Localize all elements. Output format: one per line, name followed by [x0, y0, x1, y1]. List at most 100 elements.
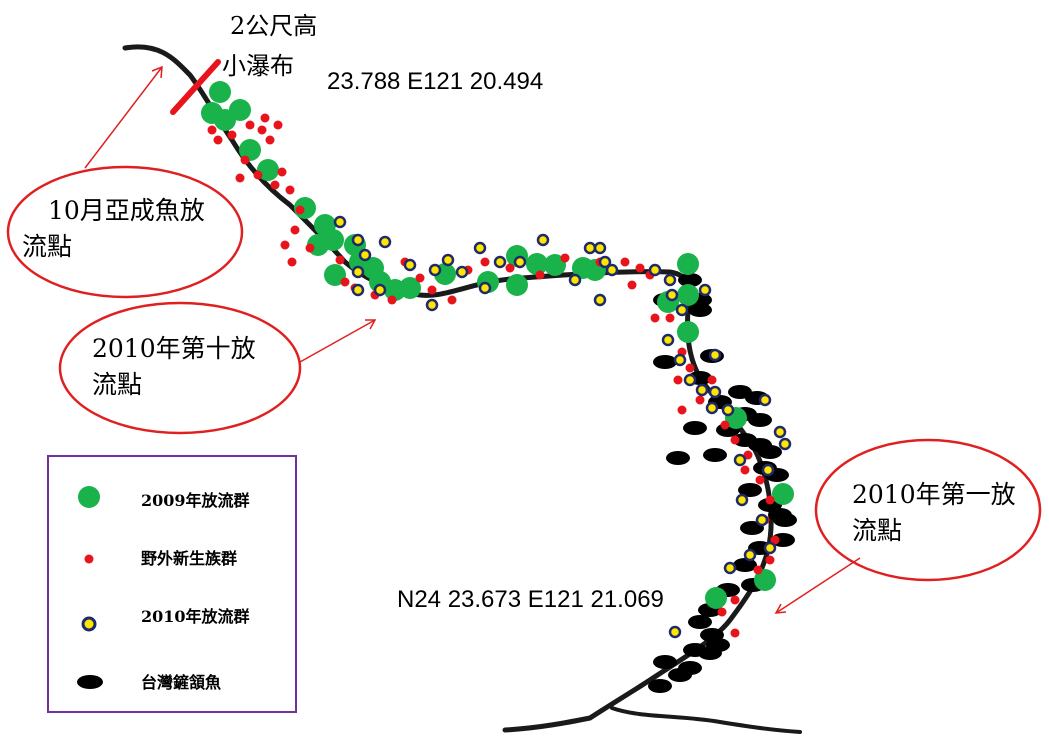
- release-2010-marker: [773, 425, 787, 439]
- waterfall-label-line2: 小瀑布: [222, 52, 294, 80]
- wild-marker: [273, 120, 283, 130]
- wild-marker: [635, 263, 645, 273]
- legend: 2009年放流群 野外新生族群 2010年放流群 台灣鏟頷魚: [47, 455, 297, 713]
- release-2010-marker: [695, 383, 709, 397]
- release-2009-marker: [209, 81, 231, 103]
- release-2010-marker: [605, 263, 619, 277]
- wild-marker: [650, 313, 660, 323]
- release-2009-marker: [229, 99, 251, 121]
- legend-item-2010: 2010年放流群: [49, 593, 295, 633]
- wild-marker: [253, 170, 263, 180]
- release-2009-marker: [754, 569, 776, 591]
- wild-marker: [240, 155, 250, 165]
- release-2010-marker: [735, 493, 749, 507]
- wild-marker: [257, 125, 267, 135]
- carp-marker: [738, 483, 762, 497]
- red-dot-icon: [84, 554, 94, 564]
- wild-marker: [285, 185, 295, 195]
- release-2010-marker: [428, 263, 442, 277]
- carp-marker: [653, 355, 677, 369]
- release-2009-marker: [705, 587, 727, 609]
- coord-label-top: 23.788 E121 20.494: [327, 68, 544, 95]
- release-2010-marker: [373, 283, 387, 297]
- legend-label-wild: 野外新生族群: [141, 549, 238, 568]
- callout-ellipse-3: [814, 438, 1042, 582]
- release-2010-marker: [668, 625, 682, 639]
- release-2010-marker: [705, 401, 719, 415]
- release-2010-marker: [761, 463, 775, 477]
- carp-marker: [688, 303, 712, 317]
- wild-marker: [740, 465, 750, 475]
- wild-marker: [207, 125, 217, 135]
- release-2010-marker: [733, 453, 747, 467]
- carp-marker: [678, 273, 702, 287]
- release-2009-marker: [677, 253, 699, 275]
- wild-marker: [340, 277, 350, 287]
- wild-marker: [620, 257, 630, 267]
- wild-marker: [305, 243, 315, 253]
- wild-marker: [427, 285, 437, 295]
- release-2010-marker: [358, 248, 372, 262]
- release-2010-marker: [333, 215, 347, 229]
- release-2009-marker: [257, 159, 279, 181]
- wild-marker: [535, 270, 545, 280]
- callout-2-line2: 流點: [92, 370, 143, 399]
- release-2009-marker: [322, 229, 344, 251]
- wild-marker: [505, 263, 515, 273]
- release-2010-marker: [583, 241, 597, 255]
- callout-label-3: 2010年第一放 流點: [852, 477, 1016, 549]
- release-2010-marker: [708, 348, 722, 362]
- callout-3-line1: 2010年第一放: [852, 480, 1016, 509]
- release-2010-marker: [593, 241, 607, 255]
- coord-label-bottom: N24 23.673 E121 21.069: [397, 586, 664, 613]
- release-2010-marker: [758, 393, 772, 407]
- release-2010-marker: [763, 541, 777, 555]
- release-2010-marker: [593, 293, 607, 307]
- callout-arrow-3: [774, 557, 861, 614]
- release-2010-marker: [665, 288, 679, 302]
- wild-marker: [770, 535, 780, 545]
- wild-marker: [335, 255, 345, 265]
- release-2009-marker: [506, 274, 528, 296]
- release-2010-marker: [721, 403, 735, 417]
- legend-label-2010: 2010年放流群: [141, 607, 250, 626]
- wild-marker: [765, 555, 775, 565]
- callout-ellipse-2: [58, 301, 302, 435]
- release-2010-marker: [478, 281, 492, 295]
- release-2010-points: [333, 215, 792, 639]
- wild-marker: [673, 375, 683, 385]
- carp-marker: [758, 445, 782, 459]
- wild-marker: [447, 295, 457, 305]
- wild-marker: [560, 253, 570, 263]
- wild-marker: [743, 450, 753, 460]
- callout-label-1: 10月亞成魚放 流點: [22, 193, 205, 265]
- wild-marker: [280, 240, 290, 250]
- release-2010-marker: [536, 233, 550, 247]
- release-2010-marker: [755, 513, 769, 527]
- release-2010-marker: [351, 283, 365, 297]
- release-2010-marker: [683, 373, 697, 387]
- release-2010-marker: [455, 265, 469, 279]
- carp-marker: [773, 513, 797, 527]
- wild-marker: [720, 420, 730, 430]
- release-2010-marker: [723, 561, 737, 575]
- wild-marker: [685, 363, 695, 373]
- carp-marker: [733, 558, 757, 572]
- yellow-ring-icon: [81, 616, 97, 632]
- callout-1-line1: 10月亞成魚放: [48, 196, 205, 225]
- callout-label-2: 2010年第十放 流點: [92, 331, 256, 403]
- release-2010-marker: [673, 353, 687, 367]
- release-2010-marker: [663, 273, 677, 287]
- wild-marker: [695, 395, 705, 405]
- wild-marker: [765, 495, 775, 505]
- callout-3-line2: 流點: [852, 516, 903, 545]
- release-2010-marker: [708, 385, 722, 399]
- wild-marker: [753, 565, 763, 575]
- wild-marker: [730, 435, 740, 445]
- wild-marker: [227, 130, 237, 140]
- callout-1-line2: 流點: [22, 232, 73, 261]
- wild-marker: [277, 167, 287, 177]
- callout-ellipse-1: [6, 165, 244, 299]
- carp-marker: [653, 655, 677, 669]
- wild-marker: [730, 595, 740, 605]
